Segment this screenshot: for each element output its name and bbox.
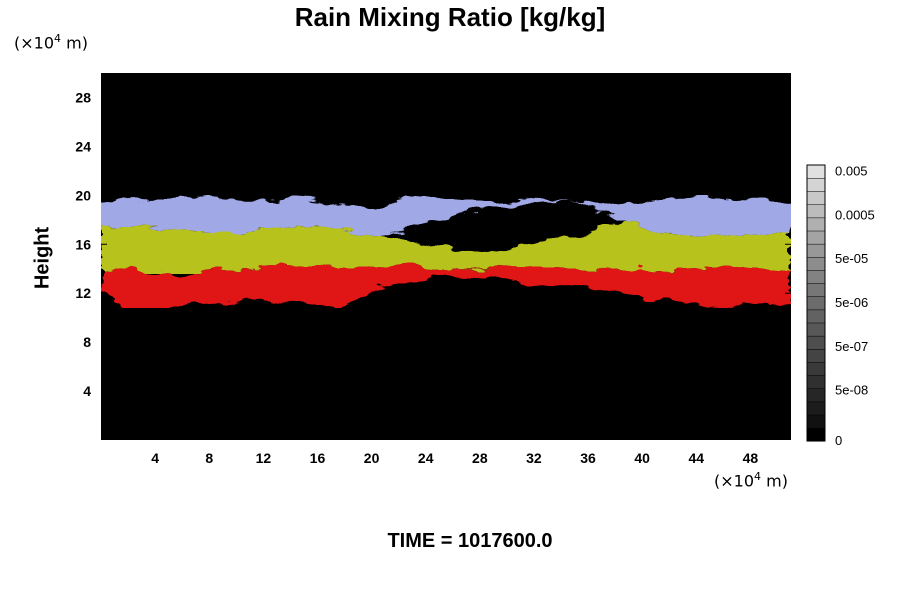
x-tick-label: 32 xyxy=(526,450,542,466)
colorbar-segment xyxy=(806,164,826,179)
y-tick-label: 4 xyxy=(83,383,91,399)
colorbar-label: 5e-08 xyxy=(835,383,868,398)
x-tick-label: 24 xyxy=(418,450,434,466)
colorbar-segment xyxy=(806,361,826,376)
colorbar-segment xyxy=(806,204,826,219)
layer-middle xyxy=(101,219,791,274)
colorbar-segment xyxy=(806,177,826,192)
layer-upper xyxy=(101,195,791,239)
x-tick-label: 12 xyxy=(256,450,272,466)
colorbar-segment xyxy=(806,243,826,258)
colorbar-segment xyxy=(806,427,826,442)
colorbar: 0 5e-08 5e-07 5e-06 5e-05 0.0005 0.005 xyxy=(806,164,875,448)
y-tick-label: 24 xyxy=(75,138,91,154)
colorbar-label: 5e-05 xyxy=(835,251,868,266)
x-tick-label: 28 xyxy=(472,450,488,466)
colorbar-segment xyxy=(806,191,826,205)
x-tick-label: 48 xyxy=(743,450,759,466)
colorbar-segment xyxy=(806,256,826,271)
x-tick-label: 4 xyxy=(151,450,159,466)
chart-title: Rain Mixing Ratio [kg/kg] xyxy=(294,2,606,32)
y-tick-label: 20 xyxy=(75,187,91,203)
x-tick-label: 36 xyxy=(580,450,596,466)
colorbar-segment xyxy=(806,217,826,232)
x-tick-label: 20 xyxy=(364,450,380,466)
colorbar-label: 5e-06 xyxy=(835,295,868,310)
colorbar-segment xyxy=(806,309,826,324)
layer-lower xyxy=(101,262,791,308)
x-tick-label: 16 xyxy=(310,450,326,466)
colorbar-label: 0.0005 xyxy=(835,207,875,222)
y-tick-label: 16 xyxy=(75,236,91,252)
colorbar-segment xyxy=(806,401,826,416)
colorbar-segment xyxy=(806,348,826,363)
colorbar-segment xyxy=(806,335,826,350)
colorbar-frame xyxy=(806,164,826,442)
colorbar-segment xyxy=(806,296,826,311)
x-tick-label: 40 xyxy=(634,450,650,466)
x-axis-unit: (×104 m) xyxy=(714,470,788,491)
y-axis-unit: (×104 m) xyxy=(14,32,88,53)
colorbar-segment xyxy=(806,230,826,245)
y-tick-label: 12 xyxy=(75,285,91,301)
colorbar-segment xyxy=(806,388,826,403)
x-tick-label: 8 xyxy=(205,450,213,466)
colorbar-segment xyxy=(806,322,826,337)
colorbar-label: 0.005 xyxy=(835,164,868,179)
colorbar-label: 0 xyxy=(835,433,842,448)
colorbar-label: 5e-07 xyxy=(835,339,868,354)
colorbar-segment xyxy=(806,375,826,389)
x-tick-label: 44 xyxy=(689,450,705,466)
y-tick-label: 28 xyxy=(75,89,91,105)
time-label: TIME = 1017600.0 xyxy=(387,530,553,552)
colorbar-segment xyxy=(806,414,826,429)
colorbar-segment xyxy=(806,269,826,284)
colorbar-segment xyxy=(806,283,826,297)
field-layers xyxy=(101,195,791,308)
y-tick-label: 8 xyxy=(83,334,91,350)
